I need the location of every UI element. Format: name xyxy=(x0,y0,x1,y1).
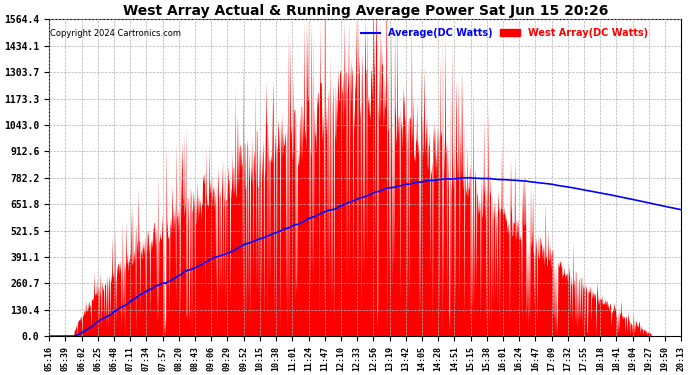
Title: West Array Actual & Running Average Power Sat Jun 15 20:26: West Array Actual & Running Average Powe… xyxy=(123,4,608,18)
Legend: Average(DC Watts), West Array(DC Watts): Average(DC Watts), West Array(DC Watts) xyxy=(357,24,651,42)
Text: Copyright 2024 Cartronics.com: Copyright 2024 Cartronics.com xyxy=(50,29,181,38)
